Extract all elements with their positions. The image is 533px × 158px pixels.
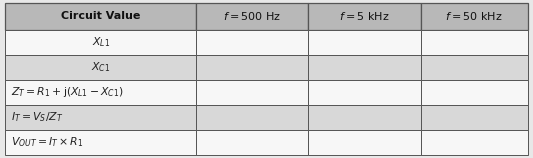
Bar <box>421 30 528 55</box>
Bar <box>308 80 421 105</box>
Text: $\mathit{f}=500\ \mathrm{Hz}$: $\mathit{f}=500\ \mathrm{Hz}$ <box>223 10 281 22</box>
Bar <box>308 105 421 130</box>
Bar <box>5 55 196 80</box>
Bar <box>196 55 308 80</box>
Bar <box>421 105 528 130</box>
Bar <box>5 3 196 30</box>
Text: $I_T = V_S / Z_T$: $I_T = V_S / Z_T$ <box>11 110 63 124</box>
Bar <box>5 80 196 105</box>
Bar <box>196 130 308 155</box>
Bar <box>308 30 421 55</box>
Bar <box>308 55 421 80</box>
Text: $\mathit{f}=5\ \mathrm{kHz}$: $\mathit{f}=5\ \mathrm{kHz}$ <box>339 10 390 22</box>
Bar <box>421 80 528 105</box>
Bar <box>308 130 421 155</box>
Text: $X_{C1}$: $X_{C1}$ <box>91 60 110 74</box>
Text: $V_{OUT} = I_T \times R_1$: $V_{OUT} = I_T \times R_1$ <box>11 135 83 149</box>
Text: $Z_T = R_1 + \mathrm{j}(X_{L1} - X_{C1})$: $Z_T = R_1 + \mathrm{j}(X_{L1} - X_{C1})… <box>11 85 123 99</box>
Text: $\mathit{f}=50\ \mathrm{kHz}$: $\mathit{f}=50\ \mathrm{kHz}$ <box>446 10 503 22</box>
Bar <box>196 80 308 105</box>
Bar <box>5 30 196 55</box>
Text: Circuit Value: Circuit Value <box>61 11 140 21</box>
Bar <box>196 3 308 30</box>
Bar <box>196 105 308 130</box>
Text: $X_{L1}$: $X_{L1}$ <box>92 35 110 49</box>
Bar <box>5 105 196 130</box>
Bar <box>196 30 308 55</box>
Bar <box>308 3 421 30</box>
Bar <box>5 130 196 155</box>
Bar <box>421 3 528 30</box>
Bar <box>421 55 528 80</box>
Bar <box>421 130 528 155</box>
